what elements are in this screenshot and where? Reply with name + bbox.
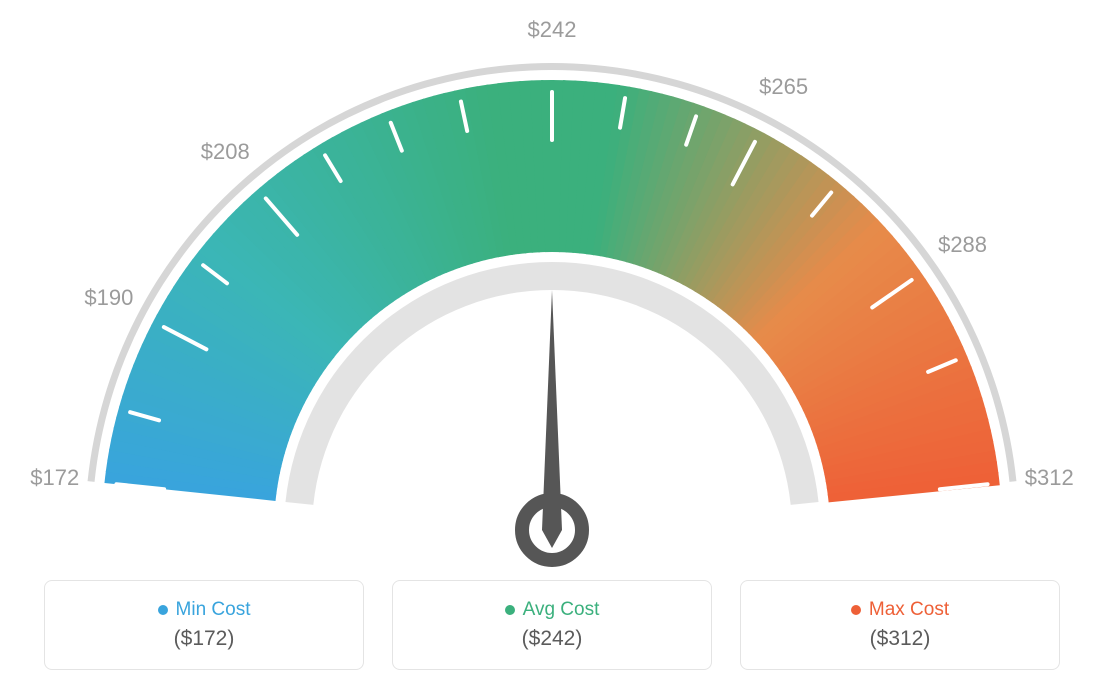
dot-icon bbox=[851, 605, 861, 615]
dot-icon bbox=[158, 605, 168, 615]
legend-row: Min Cost ($172) Avg Cost ($242) Max Cost… bbox=[0, 580, 1104, 670]
gauge-tick-label: $265 bbox=[759, 74, 808, 100]
legend-value: ($312) bbox=[870, 627, 931, 651]
gauge-tick-label: $190 bbox=[84, 285, 133, 311]
gauge-tick-label: $242 bbox=[528, 17, 577, 43]
gauge-tick-label: $208 bbox=[201, 139, 250, 165]
legend-label: Max Cost bbox=[869, 599, 949, 621]
legend-value: ($172) bbox=[174, 627, 235, 651]
gauge-chart: $172 $190 $208 $242 $265 $288 $312 bbox=[0, 0, 1104, 570]
legend-label: Min Cost bbox=[176, 599, 251, 621]
legend-card-avg: Avg Cost ($242) bbox=[392, 580, 712, 670]
legend-label: Avg Cost bbox=[523, 599, 600, 621]
legend-value: ($242) bbox=[522, 627, 583, 651]
legend-card-max: Max Cost ($312) bbox=[740, 580, 1060, 670]
gauge-tick-label: $288 bbox=[938, 232, 987, 258]
legend-card-min: Min Cost ($172) bbox=[44, 580, 364, 670]
dot-icon bbox=[505, 605, 515, 615]
gauge-tick-label: $312 bbox=[1025, 465, 1074, 491]
gauge-tick-label: $172 bbox=[30, 465, 79, 491]
